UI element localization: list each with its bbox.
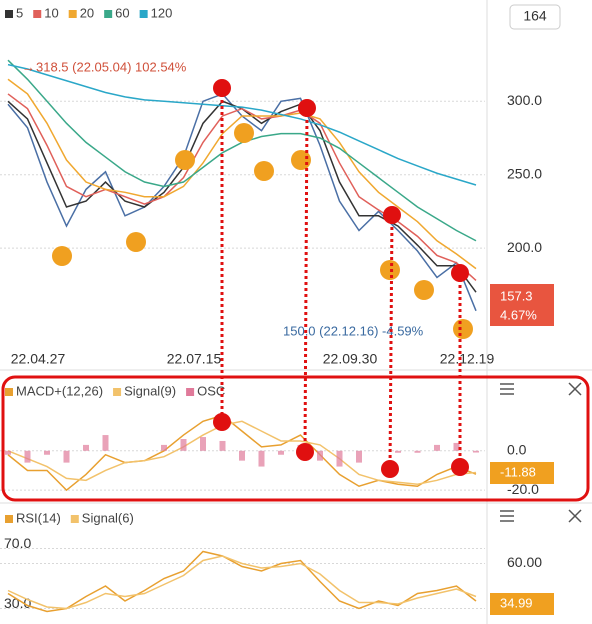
x-tick-label: 22.09.30 (323, 351, 378, 367)
series-line (7, 550, 477, 613)
change-tag-text: 4.67% (500, 307, 537, 322)
legend-label: 10 (44, 5, 58, 20)
low-note: 150.0 (22.12.16) -4.59% (283, 323, 424, 338)
y-tick-label: 250.0 (507, 165, 542, 181)
legend-swatch (139, 10, 148, 18)
osc-bar (258, 450, 265, 467)
legend-swatch (5, 10, 13, 18)
legend-label: Signal(6) (82, 510, 134, 525)
legend-swatch (186, 388, 195, 396)
osc-bar (278, 450, 284, 455)
price-tag (490, 284, 554, 326)
menu-icon[interactable] (500, 383, 514, 395)
legend-label: 5 (16, 5, 23, 20)
legend-label: MACD+(12,26) (16, 383, 103, 398)
legend-swatch (104, 10, 113, 18)
legend-label: 60 (115, 5, 129, 20)
menu-icon[interactable] (500, 510, 514, 522)
x-tick-label: 22.12.19 (440, 351, 495, 367)
osc-bar (317, 450, 323, 461)
legend-swatch (5, 515, 13, 523)
arrow: → (22, 59, 35, 74)
osc-bar (102, 435, 109, 451)
close-icon[interactable] (568, 382, 582, 396)
osc-bar (63, 450, 70, 463)
osc-bar (180, 439, 187, 451)
osc-bar (395, 450, 401, 453)
osc-bar (336, 450, 343, 467)
buy-signals (52, 123, 473, 339)
x-tick-label: 22.07.15 (167, 351, 222, 367)
macd-tag (490, 462, 554, 484)
osc-bar (434, 444, 440, 451)
legend-swatch (70, 515, 79, 523)
period-box[interactable] (509, 4, 561, 30)
osc-bar (453, 442, 460, 451)
highlight-overlay (1, 79, 590, 502)
rsi-tag-text: 34.99 (500, 595, 533, 610)
osc-bar (239, 450, 245, 461)
osc-bar (24, 450, 31, 463)
legend-label: OSC (197, 383, 225, 398)
price-tag-text: 157.3 (500, 288, 533, 303)
y-tick-label: 300.0 (507, 92, 542, 108)
osc-bar (473, 450, 479, 453)
y-tick-label: 60.00 (507, 554, 542, 570)
legend-swatch (5, 388, 13, 396)
osc-bar (200, 437, 206, 451)
legend-label: 20 (80, 5, 94, 20)
high-note: 318.5 (22.05.04) 102.54% (36, 59, 187, 74)
close-icon[interactable] (568, 509, 582, 523)
osc-bar (219, 440, 226, 451)
osc-bar (5, 450, 11, 455)
y-tick-label: 70.0 (4, 535, 31, 551)
x-tick-label: 22.04.27 (11, 351, 66, 367)
y-tick-label: -20.0 (507, 481, 539, 497)
legend-swatch (68, 10, 77, 18)
series-line (7, 78, 477, 270)
macd-tag-text: -11.88 (500, 464, 536, 479)
osc-bar (356, 450, 362, 463)
series-line (7, 420, 477, 486)
y-tick-label: 0.0 (507, 442, 527, 458)
rsi-tag (490, 593, 554, 615)
osc-bar (44, 450, 50, 455)
series-line (7, 93, 477, 281)
legend-label: 120 (151, 5, 173, 20)
y-tick-label: 200.0 (507, 239, 542, 255)
legend-label: RSI(14) (16, 510, 61, 525)
series-line (7, 414, 477, 492)
legend-swatch (33, 10, 42, 18)
y-tick-label: 30.0 (4, 595, 31, 611)
notes: → 318.5 (22.05.04) 102.54% 150.0 (22.12.… (22, 59, 554, 615)
series-line (7, 63, 477, 186)
legend-label: Signal(9) (124, 383, 176, 398)
period-text: 164 (523, 8, 547, 24)
osc-bar (161, 444, 167, 451)
osc-bar (83, 444, 89, 451)
legend-swatch (113, 388, 122, 396)
series-line (7, 555, 477, 610)
osc-bar (414, 450, 421, 453)
